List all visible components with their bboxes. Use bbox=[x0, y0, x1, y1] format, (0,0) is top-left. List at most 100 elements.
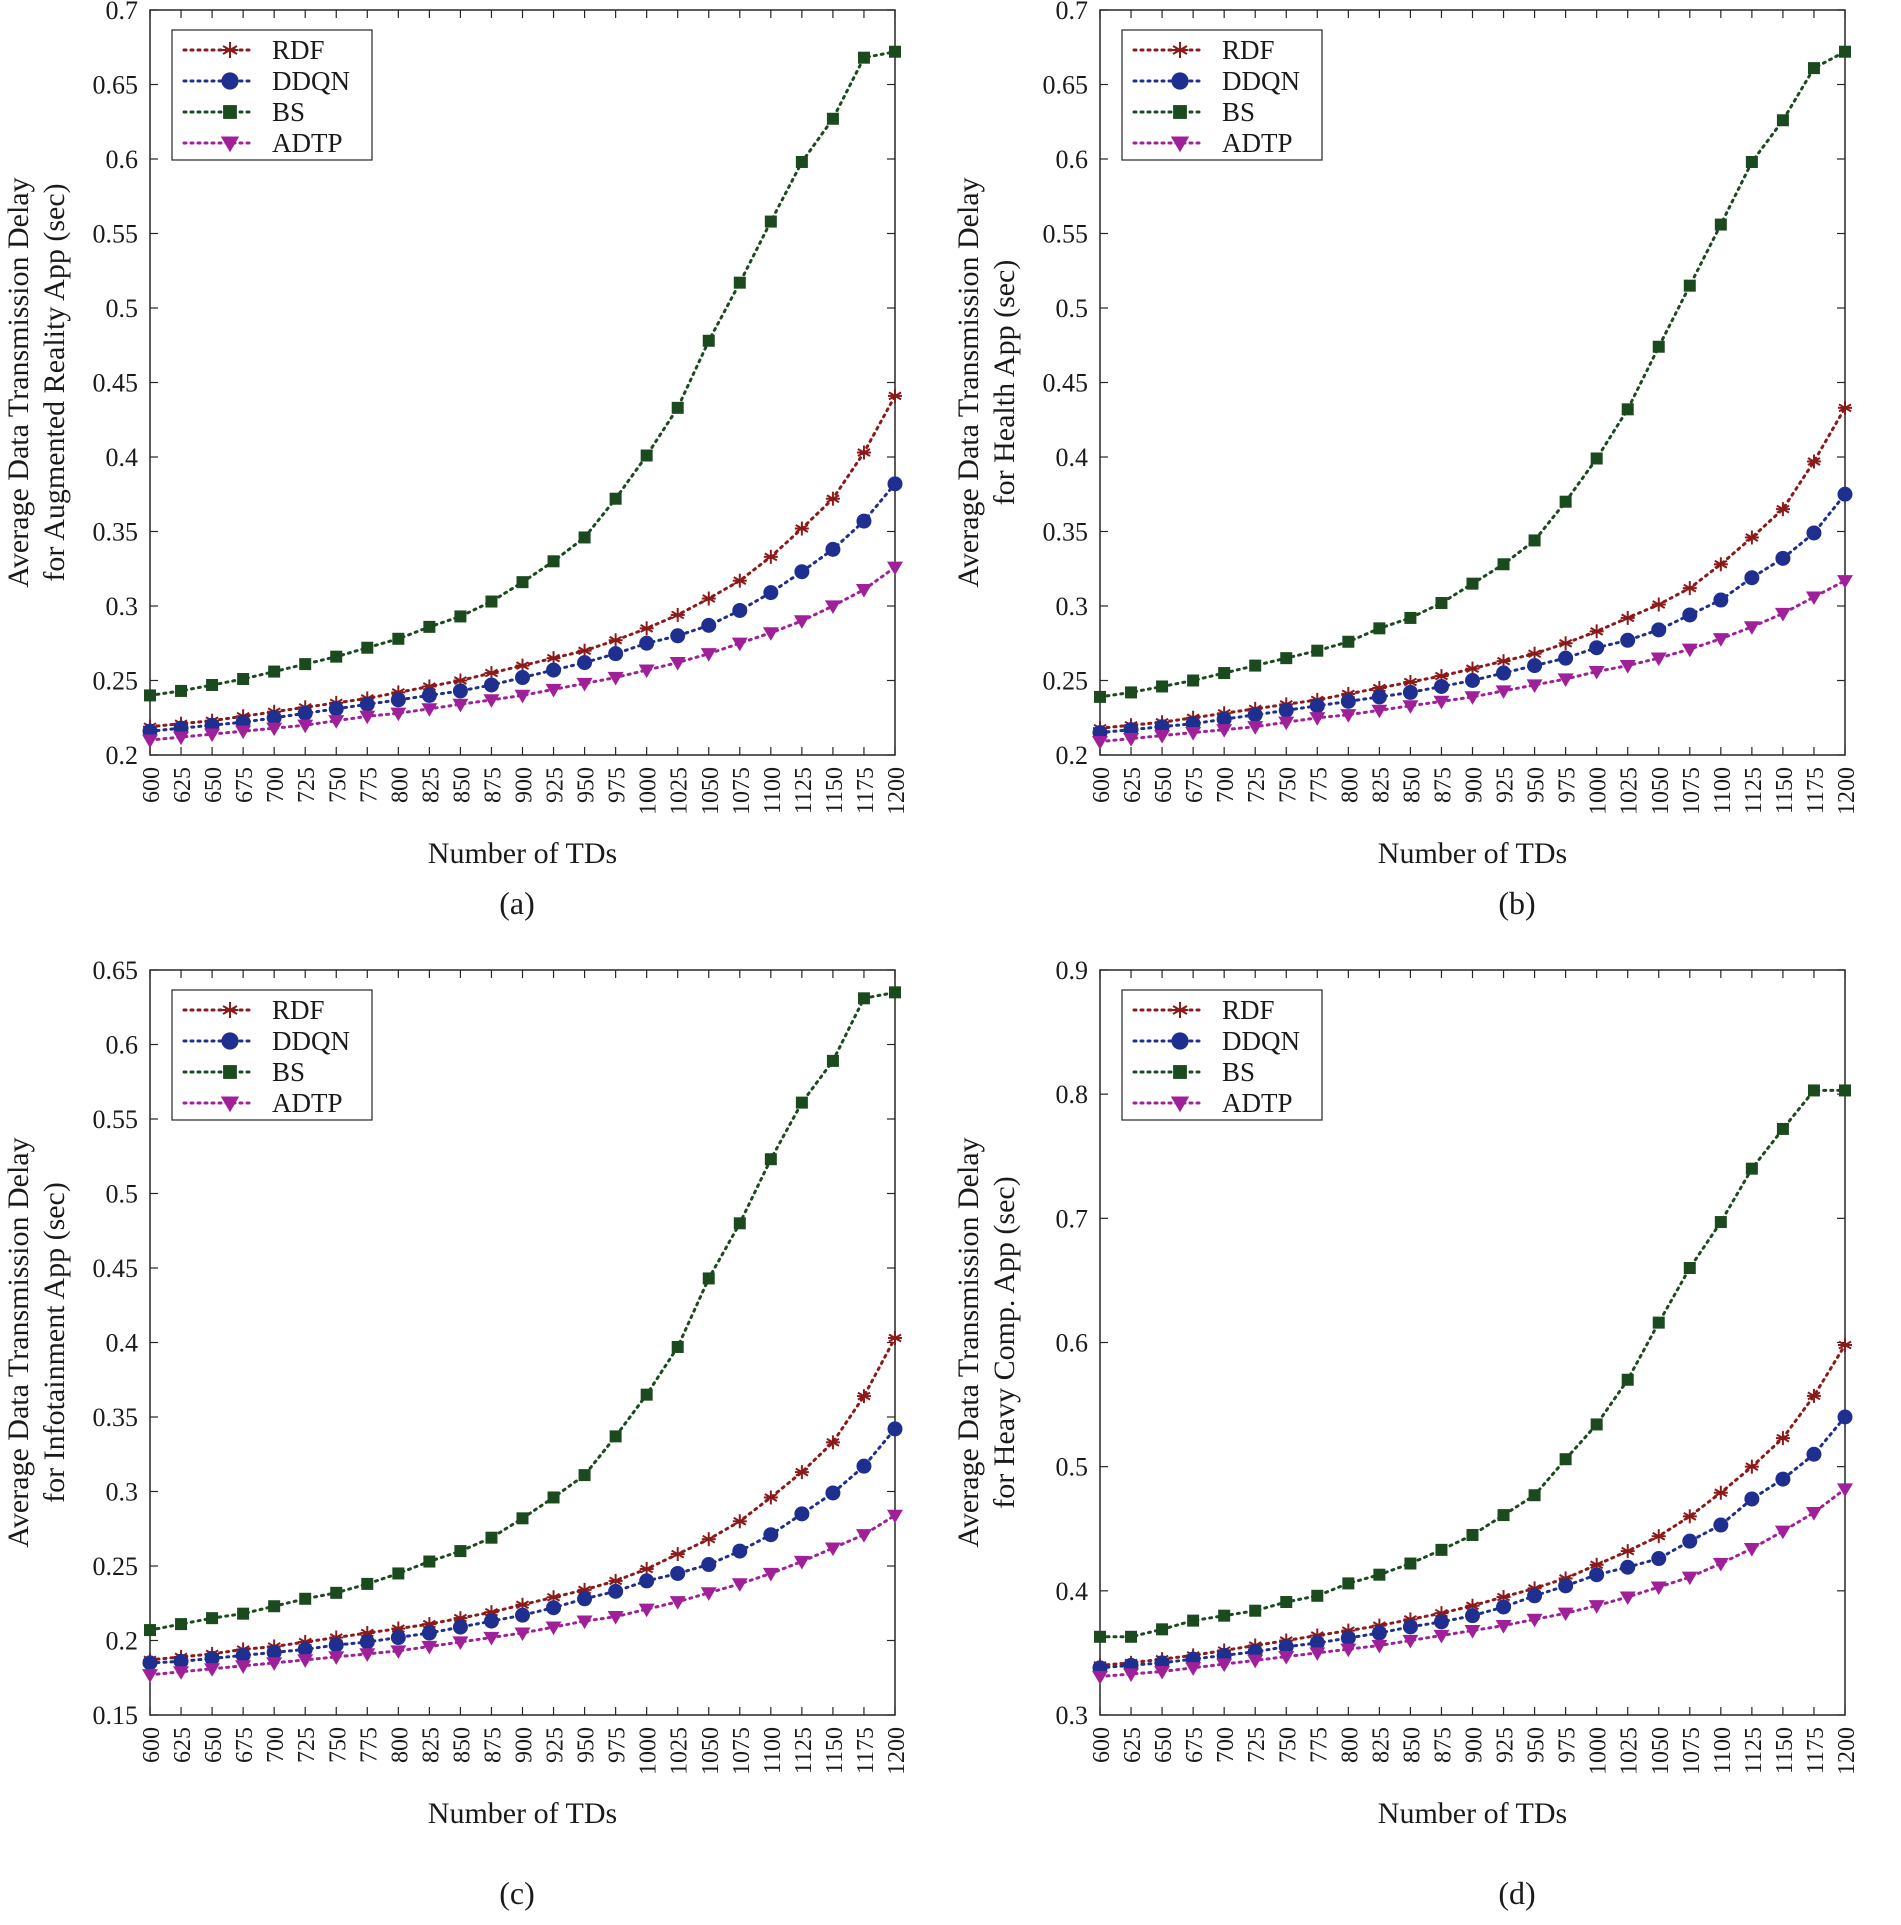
marker-triangle bbox=[390, 1645, 407, 1659]
series-line bbox=[1098, 1487, 1847, 1678]
marker-circle bbox=[577, 655, 593, 671]
marker-triangle bbox=[545, 1621, 562, 1636]
x-tick-label: 650 bbox=[1151, 767, 1177, 803]
y-tick-label: 0.25 bbox=[93, 1552, 139, 1581]
marker-square bbox=[547, 1491, 560, 1504]
marker-asterisk bbox=[608, 633, 623, 648]
marker-asterisk bbox=[732, 1514, 747, 1529]
marker-triangle bbox=[452, 698, 469, 713]
marker-triangle bbox=[1309, 1647, 1326, 1661]
x-tick-label: 1050 bbox=[1648, 767, 1674, 815]
marker-asterisk bbox=[794, 521, 809, 536]
marker-triangle bbox=[390, 707, 407, 722]
legend-label: ADTP bbox=[272, 128, 343, 158]
marker-square bbox=[1497, 1509, 1510, 1522]
marker-square bbox=[671, 1340, 684, 1353]
marker-circle bbox=[1682, 1533, 1698, 1549]
legend-label: DDQN bbox=[272, 66, 350, 96]
x-tick-label: 1125 bbox=[1741, 1727, 1767, 1774]
marker-asterisk bbox=[1775, 502, 1790, 517]
x-tick-label: 675 bbox=[232, 767, 258, 803]
y-tick-label: 0.35 bbox=[1043, 518, 1089, 547]
x-tick-label: 825 bbox=[1368, 1727, 1394, 1763]
x-tick-label: 700 bbox=[1213, 1727, 1239, 1763]
marker-asterisk bbox=[1744, 530, 1759, 545]
x-tick-label: 1075 bbox=[729, 1727, 755, 1775]
x-tick-label: 925 bbox=[543, 1727, 569, 1763]
marker-triangle bbox=[887, 1509, 903, 1524]
marker-square bbox=[857, 51, 870, 64]
x-axis-label: Number of TDs bbox=[428, 837, 617, 870]
marker-circle bbox=[1713, 1517, 1729, 1533]
marker-triangle bbox=[1774, 607, 1791, 622]
marker-circle bbox=[515, 670, 530, 686]
x-tick-label: 800 bbox=[387, 1727, 413, 1763]
marker-square bbox=[1497, 558, 1510, 571]
marker-triangle bbox=[142, 1669, 158, 1683]
marker-triangle bbox=[576, 677, 593, 692]
marker-triangle bbox=[1805, 1507, 1822, 1521]
series-adtp bbox=[142, 561, 903, 749]
marker-triangle bbox=[235, 1660, 252, 1674]
marker-square bbox=[1249, 659, 1262, 672]
marker-square bbox=[1839, 1084, 1851, 1097]
marker-triangle bbox=[1619, 1591, 1636, 1606]
marker-square bbox=[1373, 622, 1386, 635]
marker-square bbox=[578, 531, 591, 544]
y-tick-label: 0.6 bbox=[1056, 145, 1089, 174]
y-tick-label: 0.3 bbox=[1056, 592, 1089, 621]
series-adtp bbox=[1092, 1483, 1853, 1685]
marker-triangle bbox=[793, 1555, 810, 1570]
marker-triangle bbox=[359, 710, 376, 725]
marker-square bbox=[237, 673, 250, 686]
y-tick-label: 0.5 bbox=[1056, 294, 1089, 323]
y-tick-label: 0.5 bbox=[106, 294, 139, 323]
y-tick-label: 0.6 bbox=[106, 1031, 139, 1060]
x-tick-label: 875 bbox=[1430, 767, 1456, 803]
marker-circle bbox=[546, 1600, 562, 1616]
marker-triangle bbox=[1681, 643, 1698, 658]
marker-triangle bbox=[824, 600, 841, 614]
x-tick-label: 850 bbox=[449, 767, 475, 803]
y-tick-label: 0.45 bbox=[93, 369, 139, 398]
marker-square bbox=[826, 1054, 839, 1067]
marker-circle bbox=[887, 476, 903, 492]
chart-a: 0.2 0.25 0.3 0.35 0.4 0.45 0.5 0.55 0.6 0.65 0.7 60… bbox=[2, 0, 910, 870]
marker-circle bbox=[452, 1619, 468, 1635]
marker-triangle bbox=[1154, 730, 1171, 744]
marker-asterisk bbox=[1620, 610, 1635, 625]
marker-square bbox=[392, 1567, 405, 1580]
marker-square bbox=[516, 576, 529, 589]
marker-circle bbox=[1558, 1578, 1574, 1594]
marker-circle bbox=[390, 1630, 406, 1646]
marker-square bbox=[423, 1555, 436, 1568]
x-tick-label: 1200 bbox=[1834, 1727, 1860, 1775]
x-tick-label: 725 bbox=[294, 1727, 320, 1763]
marker-square bbox=[795, 155, 808, 168]
marker-asterisk bbox=[1496, 654, 1511, 669]
x-tick-label: 900 bbox=[1462, 1727, 1488, 1763]
marker-circle bbox=[794, 1506, 810, 1522]
x-tick-label: 1075 bbox=[729, 767, 755, 815]
marker-triangle bbox=[1619, 660, 1636, 674]
marker-triangle bbox=[297, 719, 314, 734]
marker-circle bbox=[515, 1607, 530, 1623]
marker-square bbox=[1839, 45, 1851, 58]
marker-square bbox=[1173, 105, 1187, 119]
marker-square bbox=[702, 334, 715, 347]
marker-square bbox=[547, 555, 560, 568]
marker-triangle bbox=[545, 683, 562, 698]
marker-circle bbox=[328, 1637, 344, 1653]
marker-square bbox=[223, 105, 237, 119]
marker-triangle bbox=[1216, 1658, 1233, 1673]
marker-square bbox=[330, 1586, 343, 1599]
marker-triangle bbox=[452, 1636, 469, 1650]
marker-circle bbox=[608, 646, 624, 662]
marker-circle bbox=[763, 1527, 779, 1543]
x-tick-label: 1175 bbox=[853, 1727, 879, 1774]
marker-asterisk bbox=[1434, 1606, 1449, 1621]
marker-square bbox=[223, 1065, 237, 1079]
legend-box bbox=[1121, 29, 1323, 161]
marker-triangle bbox=[1340, 1643, 1357, 1658]
marker-triangle bbox=[1557, 673, 1574, 688]
